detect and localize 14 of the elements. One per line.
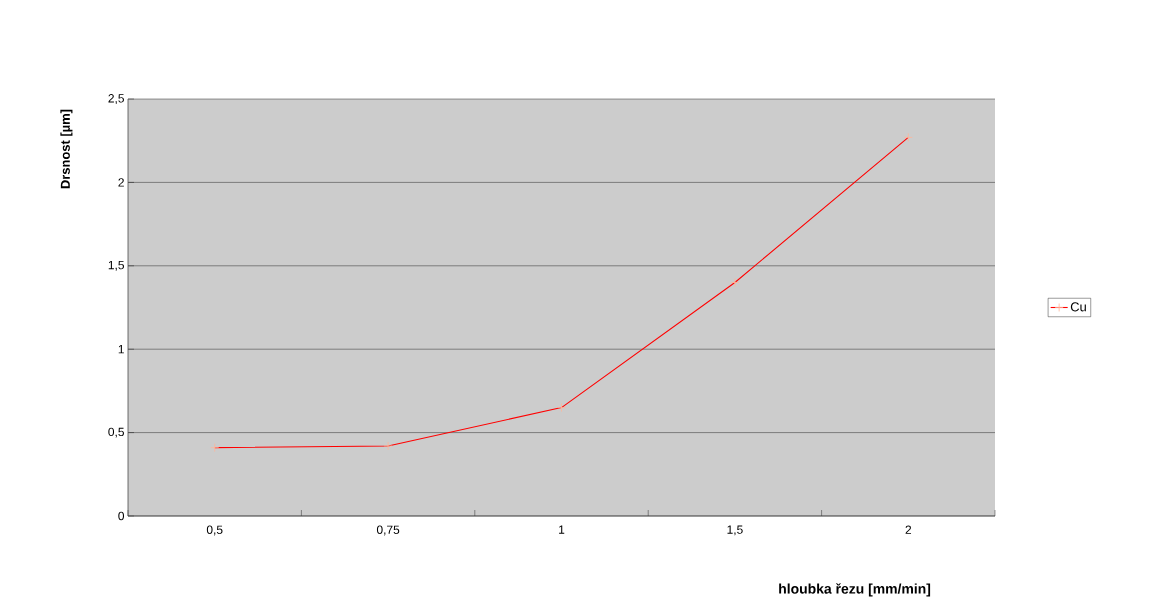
y-tick-label: 2 — [118, 178, 124, 187]
y-tick-label: 1,5 — [108, 260, 124, 271]
x-tick-label: 0,5 — [206, 525, 223, 536]
y-axis-title: Drsnost [µm] — [60, 109, 73, 189]
x-tick-label: 1,5 — [727, 525, 743, 536]
y-tick-label: 1 — [118, 345, 124, 354]
legend-label: Cu — [1070, 302, 1086, 312]
x-axis-title: hloubka řezu [mm/min] — [779, 583, 931, 597]
y-tick-label: 2,5 — [108, 94, 124, 104]
x-tick-label: 0,75 — [376, 525, 400, 536]
x-tick-label: 1 — [559, 525, 565, 534]
y-tick-label: 0 — [118, 511, 125, 521]
x-tick-label: 2 — [905, 525, 912, 534]
y-tick-label: 0,5 — [108, 427, 124, 438]
